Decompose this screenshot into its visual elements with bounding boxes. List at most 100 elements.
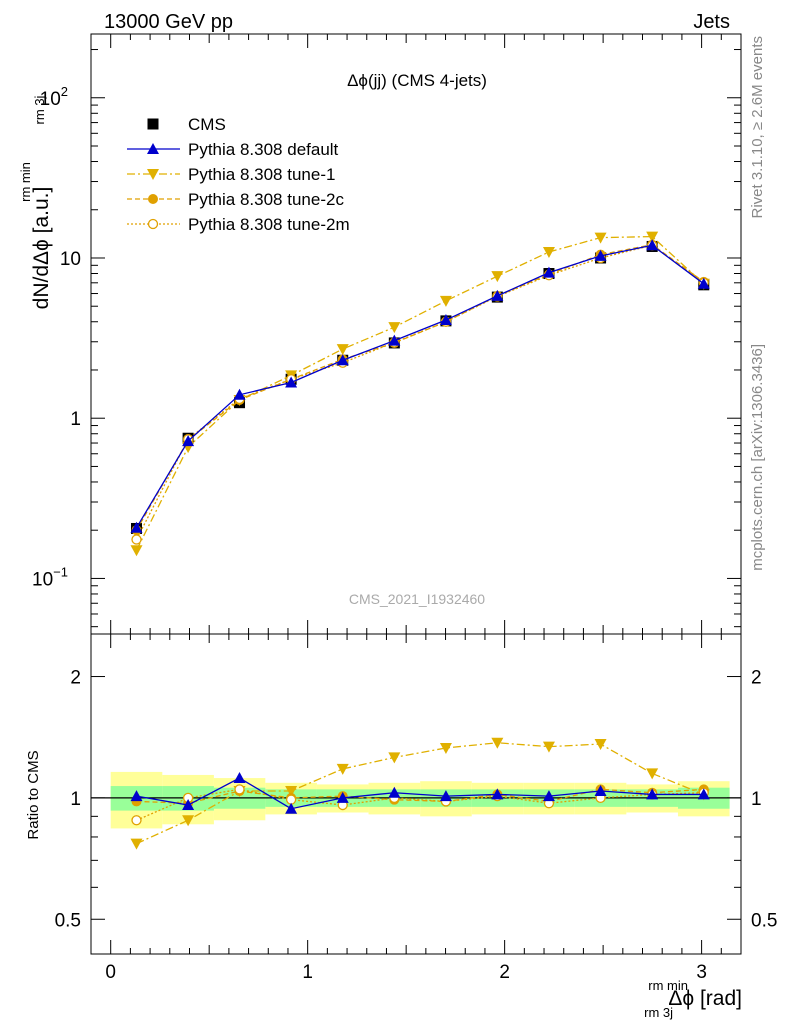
ratio-y-ticks: 0.5 0.5 1 1 2 2 [55, 668, 778, 932]
data-point [233, 772, 246, 784]
side-text-rivet: Rivet 3.1.10, ≥ 2.6M events [749, 36, 766, 219]
data-point [182, 799, 195, 811]
data-point [542, 790, 555, 802]
data-point [646, 768, 659, 780]
data-point [388, 786, 401, 798]
main-y-label-sub-g: rm 3j [32, 95, 47, 124]
legend-marker [147, 143, 159, 154]
data-point [594, 739, 607, 751]
ratio-y-label-g: Ratio to CMS [25, 750, 42, 839]
legend-label: CMS [188, 115, 226, 134]
legend-marker [147, 169, 159, 180]
x-tick-label: 0 [105, 962, 116, 983]
main-panel: 10−1 1 10 102 Δϕ(jj) (CMS 4-jets) CMS_2021_… [32, 33, 742, 635]
legend-label: Pythia 8.308 default [188, 140, 339, 159]
data-point [285, 786, 298, 798]
legend-marker [147, 218, 159, 230]
data-point [388, 752, 401, 764]
data-point [336, 791, 349, 803]
data-point [594, 249, 607, 261]
series-line [135, 244, 705, 529]
main-y-label-scripts: rm min [18, 162, 33, 202]
legend-label: Pythia 8.308 tune-2c [188, 190, 344, 209]
legend-label: Pythia 8.308 tune-1 [188, 165, 335, 184]
ratio-x-ticks: 0 1 2 3 [105, 634, 742, 983]
ratio-y-tick-label-right: 0.5 [751, 910, 777, 931]
legend-item-pythia-8-308-tune-2c: Pythia 8.308 tune-2c [127, 190, 344, 209]
y-label-main: dN/dΔϕ [a.u.] [30, 187, 53, 310]
side-text-mcplots: mcplots.cern.ch [arXiv:1306.3436] [749, 344, 766, 571]
data-point [336, 763, 349, 775]
y-tick-label: 102 [40, 84, 68, 110]
data-point [439, 314, 452, 326]
ratio-series [130, 737, 710, 850]
legend-label: Pythia 8.308 tune-2m [188, 215, 350, 234]
main-series [130, 231, 710, 557]
y-tick-label: 10 [60, 249, 81, 270]
data-point [130, 838, 143, 850]
data-point [234, 784, 245, 795]
data-point [285, 376, 298, 388]
data-point [130, 521, 143, 533]
y-label-sup: rm min [18, 162, 33, 202]
series-cms [131, 240, 710, 534]
watermark: CMS_2021_I1932460 [349, 591, 485, 607]
x-label: Δϕ [rad] [668, 987, 742, 1010]
ratio-y-tick-label: 0.5 [55, 910, 81, 931]
series-line [135, 244, 705, 531]
data-point [491, 737, 504, 749]
x-label-sub: rm 3j [644, 1005, 673, 1020]
data-point [491, 289, 504, 301]
data-point [594, 785, 607, 797]
svg-text:dN/dΔϕ [a.u.]: dN/dΔϕ [a.u.] [30, 187, 53, 310]
series-pythia-8-308-tune-2c [131, 239, 709, 536]
data-point [285, 802, 298, 814]
data-point [646, 231, 659, 243]
data-point [594, 232, 607, 244]
series-pythia-8-308-tune-2m [131, 240, 709, 545]
data-point [131, 534, 142, 545]
series-pythia-8-308-default [130, 772, 710, 814]
data-point [336, 344, 349, 356]
data-point [491, 788, 504, 800]
series-pythia-8-308-tune-1 [130, 231, 710, 557]
header-left: 13000 GeV pp [104, 11, 233, 33]
y-tick-label: 10−1 [32, 564, 68, 590]
series-line [136, 788, 704, 821]
ratio-frame [90, 633, 742, 955]
data-point [491, 271, 504, 283]
data-point [130, 545, 143, 557]
data-point [697, 788, 710, 800]
ratio-y-tick-label: 1 [70, 789, 81, 810]
data-point [697, 277, 710, 289]
data-point [388, 322, 401, 334]
x-tick-label: 1 [302, 962, 313, 983]
main-title: Δϕ(jj) (CMS 4-jets) [347, 71, 487, 90]
data-point [646, 788, 659, 800]
data-point [131, 815, 142, 826]
series-line [136, 777, 704, 810]
legend-item-cms: CMS [147, 115, 226, 134]
data-point [388, 334, 401, 346]
ratio-y-tick-label-right: 2 [751, 668, 762, 689]
main-y-label: dN/dΔϕ [a.u.] [30, 187, 53, 310]
data-point [646, 239, 659, 251]
header-right: Jets [693, 11, 730, 33]
data-point [336, 354, 349, 366]
x-tick-label: 2 [499, 962, 510, 983]
ratio-panel: 0.5 0.5 1 1 2 2 0 1 2 3 [55, 633, 778, 983]
data-point [542, 266, 555, 278]
series-line [135, 235, 705, 551]
series-pythia-8-308-default [130, 239, 710, 533]
y-label-sub: rm 3j [32, 95, 47, 124]
main-x-ticks [110, 34, 742, 634]
ratio-y-tick-label: 2 [70, 668, 81, 689]
data-point [130, 790, 143, 802]
data-point [182, 815, 195, 827]
data-point [439, 742, 452, 754]
y-tick-label: 1 [70, 409, 81, 430]
legend-item-pythia-8-308-default: Pythia 8.308 default [127, 140, 339, 159]
data-point [233, 388, 246, 400]
ratio-y-label: Ratio to CMS [25, 750, 42, 839]
